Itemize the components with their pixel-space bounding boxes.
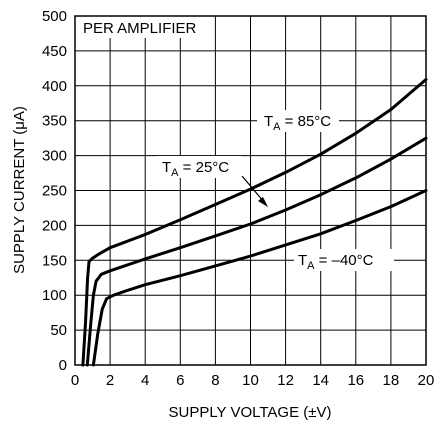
label-25c-rest: = 25°C xyxy=(179,159,230,176)
curve-25c xyxy=(85,136,428,367)
x-axis-title: SUPPLY VOLTAGE (±V) xyxy=(168,404,331,421)
label-25c-arrow-line xyxy=(241,175,265,203)
curve-minus40c xyxy=(91,189,428,367)
label-85c: TA = 85°C xyxy=(257,110,339,133)
plot-frame xyxy=(74,15,427,366)
x-tick-label: 12 xyxy=(277,372,294,389)
y-tick-label: 250 xyxy=(42,183,67,200)
label-minus40c: TA = –40°C xyxy=(294,249,394,272)
label-85c-rest: = 85°C xyxy=(281,113,332,130)
y-tick-label: 100 xyxy=(42,287,67,304)
y-tick-label: 300 xyxy=(42,148,67,165)
y-tick-label: 450 xyxy=(42,43,67,60)
curves xyxy=(81,78,428,367)
y-tick-label: 150 xyxy=(42,252,67,269)
label-85c-sub: A xyxy=(273,121,281,133)
svg-text:TA = 25°C: TA = 25°C xyxy=(162,159,229,179)
label-minus40c-t: T xyxy=(298,252,307,269)
x-tick-label: 20 xyxy=(418,372,435,389)
y-tick-label: 350 xyxy=(42,113,67,130)
y-tick-label: 0 xyxy=(59,357,67,374)
x-tick-label: 6 xyxy=(176,372,184,389)
y-tick-label: 500 xyxy=(42,8,67,25)
y-tick-label: 400 xyxy=(42,78,67,95)
x-tick-label: 0 xyxy=(71,372,79,389)
x-tick-label: 8 xyxy=(211,372,219,389)
label-minus40c-sub: A xyxy=(307,260,315,272)
x-tick-label: 4 xyxy=(141,372,149,389)
x-tick-label: 2 xyxy=(106,372,114,389)
y-tick-label: 50 xyxy=(50,322,67,339)
y-axis-title: SUPPLY CURRENT (μA) xyxy=(11,106,28,274)
per-amplifier-label: PER AMPLIFIER xyxy=(83,20,197,37)
x-tick-label: 14 xyxy=(312,372,329,389)
y-tick-label: 200 xyxy=(42,217,67,234)
tick-labels: 0 2 4 6 8 10 12 14 16 18 2005010015020025030035040… xyxy=(42,8,434,389)
label-25c-sub: A xyxy=(171,167,179,179)
x-tick-label: 16 xyxy=(347,372,364,389)
curve-85c xyxy=(81,78,428,367)
label-25c: TA = 25°C xyxy=(157,156,268,207)
svg-text:TA = –40°C: TA = –40°C xyxy=(298,252,374,272)
label-25c-arrow-head xyxy=(258,197,268,207)
per-amplifier-box xyxy=(75,16,206,38)
x-tick-label: 18 xyxy=(383,372,400,389)
label-85c-t: T xyxy=(264,113,273,130)
label-25c-t: T xyxy=(162,159,171,176)
label-minus40c-rest: = –40°C xyxy=(315,252,374,269)
svg-text:TA = 85°C: TA = 85°C xyxy=(264,113,331,133)
x-tick-label: 10 xyxy=(242,372,259,389)
